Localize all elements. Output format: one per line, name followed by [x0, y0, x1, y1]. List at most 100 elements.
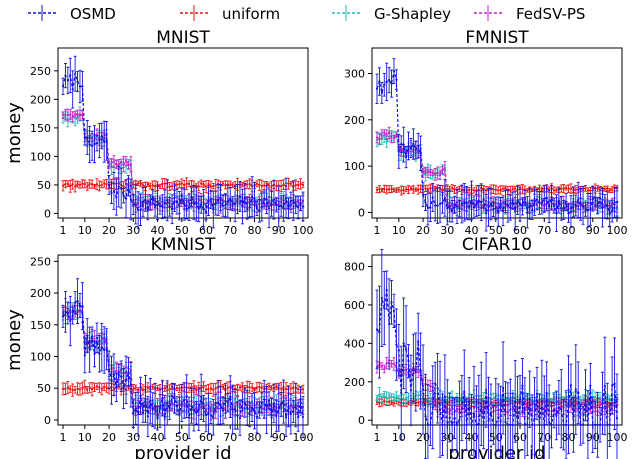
data-point — [127, 184, 130, 187]
data-point — [535, 198, 539, 201]
data-point — [204, 413, 208, 417]
data-point — [234, 202, 237, 206]
data-point — [606, 187, 609, 190]
data-point — [81, 182, 84, 185]
data-point — [548, 205, 551, 208]
data-point — [280, 403, 283, 406]
data-point — [564, 186, 568, 190]
plot-frame — [371, 254, 623, 426]
data-point — [105, 386, 108, 389]
data-point — [603, 187, 606, 191]
data-point — [83, 182, 86, 186]
data-point — [531, 188, 534, 191]
data-point — [380, 133, 383, 136]
data-point — [122, 185, 125, 188]
series-line — [62, 300, 304, 420]
data-point — [443, 196, 446, 199]
data-point — [552, 189, 556, 192]
data-point — [168, 406, 171, 409]
legend: OSMD uniform G-Shapley FedSV-PS — [28, 5, 585, 23]
data-point — [589, 208, 592, 211]
y-tick-label: 0 — [44, 414, 51, 427]
x-tick-label: 10 — [392, 431, 406, 444]
data-point — [482, 197, 485, 201]
data-point — [255, 182, 259, 185]
data-point — [419, 152, 422, 155]
x-tick-label: 20 — [416, 431, 430, 444]
data-point — [180, 182, 183, 185]
data-point — [412, 142, 415, 146]
data-point — [122, 194, 125, 197]
data-point — [567, 212, 570, 215]
data-point — [501, 187, 505, 190]
data-point — [603, 205, 606, 208]
data-point — [197, 408, 200, 411]
data-point — [526, 189, 529, 192]
data-point — [178, 413, 181, 416]
data-point — [294, 183, 297, 187]
data-point — [166, 401, 169, 405]
data-point — [378, 137, 381, 140]
data-point — [282, 400, 285, 403]
data-point — [388, 78, 391, 82]
data-point — [260, 386, 263, 389]
data-point — [212, 185, 215, 188]
data-point — [292, 410, 295, 413]
data-point — [275, 203, 278, 207]
data-point — [149, 200, 152, 204]
data-point — [190, 195, 193, 199]
data-point — [455, 205, 459, 208]
x-tick-label: 20 — [102, 224, 116, 237]
data-point — [93, 386, 96, 389]
data-point — [154, 404, 157, 407]
data-point — [480, 201, 483, 204]
data-point — [61, 315, 65, 318]
panel-title: FMNIST — [465, 28, 529, 48]
data-point — [168, 185, 171, 188]
data-point — [93, 185, 96, 188]
data-point — [608, 212, 611, 215]
data-point — [64, 183, 67, 186]
data-point — [161, 182, 164, 185]
data-point — [260, 184, 263, 188]
data-point — [238, 416, 242, 420]
data-point — [78, 183, 82, 187]
data-point — [202, 385, 205, 388]
data-point — [441, 168, 444, 172]
data-point — [545, 196, 548, 200]
data-point — [267, 399, 271, 402]
data-point — [243, 196, 246, 199]
data-point — [86, 136, 89, 139]
data-point — [95, 183, 99, 186]
data-point — [611, 188, 614, 191]
data-point — [207, 182, 210, 186]
data-point — [129, 198, 132, 201]
data-point — [64, 74, 67, 77]
data-point — [509, 206, 512, 209]
data-point — [107, 368, 111, 371]
data-point — [555, 188, 558, 192]
data-point — [170, 185, 174, 188]
data-point — [93, 143, 96, 146]
data-point — [221, 409, 225, 412]
y-tick-label: 250 — [30, 65, 51, 78]
x-tick-label: 20 — [102, 431, 116, 444]
data-point — [209, 185, 212, 188]
data-point — [209, 198, 212, 201]
data-point — [446, 207, 449, 210]
data-point — [74, 113, 77, 116]
data-point — [270, 185, 273, 188]
data-point — [74, 117, 77, 120]
x-tick-label: 60 — [199, 224, 213, 237]
data-point — [255, 416, 259, 419]
data-point — [144, 185, 147, 188]
series-line — [376, 187, 618, 192]
data-point — [395, 133, 398, 136]
y-tick-label: 600 — [344, 299, 365, 312]
data-point — [185, 182, 188, 185]
data-point — [574, 188, 577, 191]
data-point — [419, 187, 422, 190]
data-point — [105, 139, 108, 142]
data-point — [390, 136, 393, 139]
data-point — [98, 139, 101, 142]
